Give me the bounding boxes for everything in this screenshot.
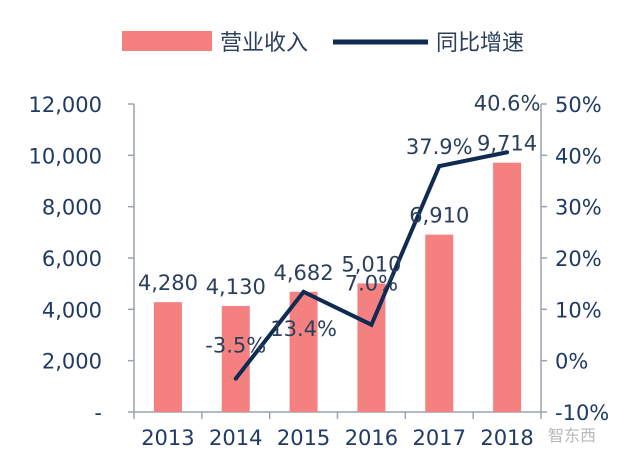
bar-label-2017: 6,910 xyxy=(409,204,469,228)
line-label-2014: -3.5% xyxy=(205,334,266,358)
bar-2018 xyxy=(493,162,522,412)
line-label-2016: 7.0% xyxy=(345,272,398,296)
growth-point-2014 xyxy=(233,376,238,381)
growth-point-2017 xyxy=(437,164,442,169)
left-tick-label: 10,000 xyxy=(29,144,102,168)
right-axis-ticks: -10% 0% 10% 20% 30% 40% 50% xyxy=(541,93,609,425)
growth-line-group xyxy=(233,150,510,381)
left-tick-label: 6,000 xyxy=(42,247,102,271)
x-axis-labels: 2013 2014 2015 2016 2017 2018 xyxy=(133,412,542,450)
bar-2013 xyxy=(153,302,182,412)
left-tick-label: 8,000 xyxy=(42,196,102,220)
right-tick-label: -10% xyxy=(555,401,609,425)
legend-swatch-revenue xyxy=(122,31,212,51)
legend-label-growth: 同比增速 xyxy=(436,31,524,56)
growth-point-2018 xyxy=(505,150,510,155)
line-data-labels: -3.5%13.4% 7.0% 37.9%40.6% xyxy=(205,91,540,357)
line-label-2015: 13.4% xyxy=(270,317,337,341)
legend: 营业收入 同比增速 xyxy=(122,31,524,56)
x-tick-label: 2018 xyxy=(480,426,533,450)
right-tick-label: 0% xyxy=(555,350,588,374)
bar-label-2016: 5,010 xyxy=(341,252,401,276)
bar-2014 xyxy=(221,305,250,412)
left-axis-ticks: - 2,000 4,000 6,000 8,000 10,000 12,000 xyxy=(29,93,134,425)
left-tick-label: - xyxy=(94,401,102,425)
bar-label-2015: 4,682 xyxy=(274,261,334,285)
bar-2017 xyxy=(425,234,454,412)
x-tick-label: 2013 xyxy=(141,426,194,450)
legend-label-revenue: 营业收入 xyxy=(220,31,308,56)
line-label-2018: 40.6% xyxy=(474,91,541,115)
x-tick-label: 2014 xyxy=(209,426,262,450)
left-tick-label: 2,000 xyxy=(42,350,102,374)
revenue-bars xyxy=(153,162,522,412)
right-tick-label: 50% xyxy=(555,93,602,117)
x-tick-label: 2015 xyxy=(277,426,330,450)
bar-label-2018: 9,714 xyxy=(477,132,537,156)
right-tick-label: 30% xyxy=(555,196,602,220)
line-label-2017: 37.9% xyxy=(406,135,473,159)
growth-point-2015 xyxy=(301,289,306,294)
right-tick-label: 10% xyxy=(555,298,602,322)
bar-2015 xyxy=(289,291,318,412)
x-tick-label: 2016 xyxy=(345,426,398,450)
watermark: 智东西 xyxy=(548,426,596,445)
left-tick-label: 4,000 xyxy=(42,298,102,322)
growth-point-2016 xyxy=(369,322,374,327)
bar-label-2013: 4,280 xyxy=(138,271,198,295)
right-tick-label: 20% xyxy=(555,247,602,271)
bar-data-labels: 4,280 4,130 4,682 5,010 6,910 9,714 xyxy=(138,132,537,299)
x-tick-label: 2017 xyxy=(413,426,466,450)
right-tick-label: 40% xyxy=(555,144,602,168)
left-tick-label: 12,000 xyxy=(29,93,102,117)
bar-label-2014: 4,130 xyxy=(206,275,266,299)
